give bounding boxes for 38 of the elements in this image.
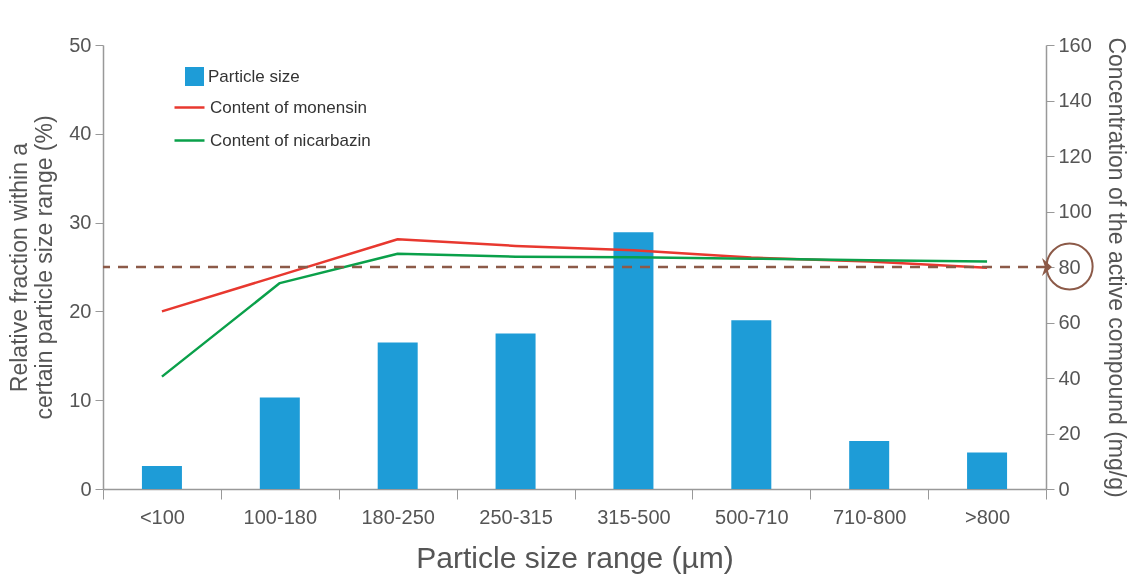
line-series [160,252,989,378]
y-tick-label: 50 [69,33,92,56]
y2-tick-label: 160 [1058,33,1092,56]
x-tick-label: 500-710 [715,505,789,528]
y-tick-label: 20 [69,299,92,322]
bar [377,342,418,489]
legend-label: Content of monensin [210,97,367,117]
x-tick-label: >800 [965,505,1011,528]
y2-tick-label: 20 [1058,422,1081,444]
y-axis-title: Relative fraction within a certain particle size range (%) [6,115,58,420]
y-tick-label: 30 [69,211,92,234]
y2-tick-label: 80 [1058,255,1081,278]
y2-tick-label: 60 [1058,311,1081,333]
x-tick-label: <100 [139,505,185,528]
y-tick-label: 40 [69,122,92,145]
y-tick-label: 0 [80,477,92,500]
x-tick-label: 180-250 [361,505,435,528]
x-tick-label: 710-800 [832,505,907,528]
y2-tick-label: 0 [1058,477,1070,500]
bar [849,441,890,489]
bar [495,333,536,489]
y-tick-label: 10 [69,388,92,411]
bar [731,320,772,489]
x-tick-label: 315-500 [597,505,671,528]
y2-tick-label: 100 [1058,200,1092,222]
y2-axis-title: Concentration of the active compound (mg/g) [1103,37,1130,498]
legend-label: Content of nicarbazin [210,130,371,150]
legend-label: Particle size [208,66,300,86]
bar [613,232,654,489]
y2-tick-label: 140 [1058,89,1092,111]
x-axis-title: Particle size range (µm) [416,540,734,574]
y2-tick-label: 40 [1058,366,1081,389]
x-tick-label: 100-180 [243,505,318,528]
bar [967,452,1008,489]
x-tick-label: 250-315 [479,505,553,528]
bar [141,465,182,489]
y2-tick-label: 120 [1058,144,1092,167]
bar [259,397,300,489]
